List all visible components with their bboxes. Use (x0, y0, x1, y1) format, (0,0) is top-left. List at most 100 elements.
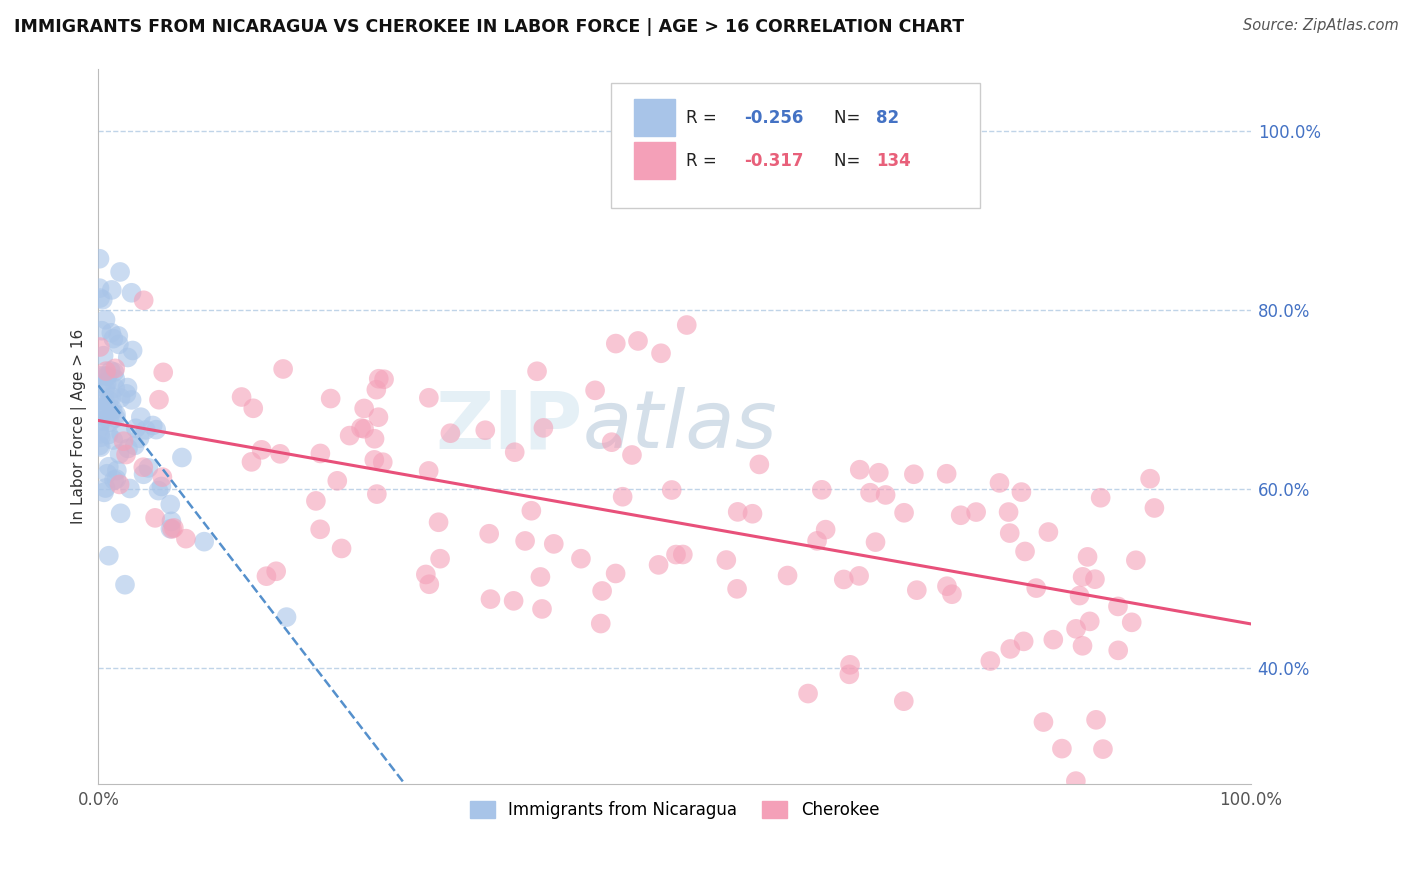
Immigrants from Nicaragua (90, 324, 112, 338)
Cherokee (415, 567, 437, 582)
Immigrants from Nicaragua (132, 467, 155, 482)
Cherokee (832, 573, 855, 587)
Cherokee (160, 522, 183, 536)
Immigrants from Nicaragua (90, 414, 112, 428)
Immigrants from Nicaragua (90, 408, 112, 422)
Cherokee (1107, 643, 1129, 657)
Cherokee (89, 340, 111, 354)
Cherokee (741, 507, 763, 521)
Cherokee (1085, 713, 1108, 727)
Text: 134: 134 (876, 153, 911, 170)
Cherokee (1050, 741, 1073, 756)
Immigrants from Nicaragua (108, 447, 131, 461)
Cherokee (231, 390, 253, 404)
Cherokee (513, 533, 536, 548)
Text: -0.317: -0.317 (744, 153, 803, 170)
Cherokee (672, 548, 695, 562)
Immigrants from Nicaragua (97, 393, 120, 408)
Cherokee (605, 336, 627, 351)
Cherokee (271, 362, 294, 376)
Cherokee (319, 392, 342, 406)
Cherokee (305, 494, 328, 508)
Cherokee (1064, 774, 1087, 789)
Cherokee (1012, 634, 1035, 648)
Cherokee (132, 293, 155, 308)
Cherokee (1014, 544, 1036, 558)
Cherokee (264, 564, 287, 578)
Immigrants from Nicaragua (159, 498, 181, 512)
Cherokee (997, 505, 1019, 519)
Cherokee (865, 535, 887, 549)
Cherokee (859, 485, 882, 500)
Cherokee (143, 511, 166, 525)
Cherokee (520, 504, 543, 518)
Text: 82: 82 (876, 110, 900, 128)
Text: R =: R = (686, 153, 723, 170)
Cherokee (1010, 485, 1032, 500)
Immigrants from Nicaragua (101, 283, 124, 297)
Cherokee (935, 467, 957, 481)
Cherokee (591, 584, 613, 599)
Cherokee (647, 558, 669, 572)
Immigrants from Nicaragua (94, 312, 117, 326)
Immigrants from Nicaragua (110, 391, 132, 405)
Immigrants from Nicaragua (89, 281, 111, 295)
Cherokee (839, 657, 862, 672)
Immigrants from Nicaragua (160, 514, 183, 528)
Immigrants from Nicaragua (98, 415, 121, 429)
Text: atlas: atlas (582, 387, 778, 465)
Immigrants from Nicaragua (94, 481, 117, 495)
Cherokee (814, 523, 837, 537)
Cherokee (838, 667, 860, 681)
Cherokee (366, 487, 388, 501)
Immigrants from Nicaragua (103, 365, 125, 379)
Cherokee (583, 384, 606, 398)
Immigrants from Nicaragua (117, 442, 139, 456)
Immigrants from Nicaragua (90, 440, 112, 454)
Cherokee (530, 602, 553, 616)
Cherokee (429, 551, 451, 566)
Cherokee (1107, 599, 1129, 614)
Cherokee (941, 587, 963, 601)
Cherokee (503, 445, 526, 459)
Cherokee (526, 364, 548, 378)
Immigrants from Nicaragua (193, 534, 215, 549)
Cherokee (868, 466, 890, 480)
Immigrants from Nicaragua (90, 376, 112, 391)
Cherokee (620, 448, 643, 462)
Immigrants from Nicaragua (135, 423, 157, 437)
Cherokee (115, 448, 138, 462)
Cherokee (479, 592, 502, 607)
Immigrants from Nicaragua (90, 430, 112, 444)
Cherokee (1064, 622, 1087, 636)
Text: R =: R = (686, 110, 723, 128)
Text: -0.256: -0.256 (744, 110, 803, 128)
Cherokee (427, 515, 450, 529)
Cherokee (665, 548, 688, 562)
Cherokee (418, 391, 440, 405)
Immigrants from Nicaragua (89, 402, 111, 417)
Cherokee (366, 383, 388, 397)
Immigrants from Nicaragua (107, 329, 129, 343)
Cherokee (848, 463, 870, 477)
Cherokee (418, 464, 440, 478)
Cherokee (474, 423, 496, 437)
Immigrants from Nicaragua (104, 381, 127, 395)
Immigrants from Nicaragua (104, 411, 127, 425)
Cherokee (163, 521, 186, 535)
Cherokee (174, 532, 197, 546)
Immigrants from Nicaragua (145, 423, 167, 437)
Cherokee (373, 372, 395, 386)
Y-axis label: In Labor Force | Age > 16: In Labor Force | Age > 16 (72, 328, 87, 524)
Cherokee (363, 432, 385, 446)
Immigrants from Nicaragua (91, 393, 114, 408)
Cherokee (627, 334, 650, 348)
Cherokee (1042, 632, 1064, 647)
Immigrants from Nicaragua (105, 463, 128, 477)
Immigrants from Nicaragua (89, 438, 111, 452)
Cherokee (242, 401, 264, 416)
Text: N=: N= (834, 153, 865, 170)
Cherokee (998, 526, 1021, 541)
Immigrants from Nicaragua (115, 387, 138, 401)
Cherokee (250, 442, 273, 457)
